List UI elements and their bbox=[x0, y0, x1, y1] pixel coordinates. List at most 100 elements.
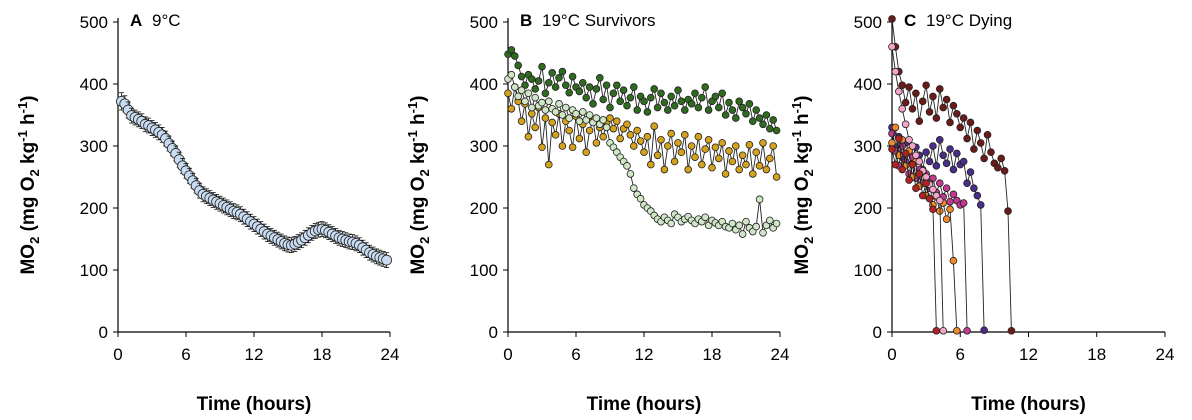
data-point bbox=[595, 74, 604, 82]
data-point bbox=[585, 111, 594, 119]
series bbox=[116, 92, 393, 268]
data-point bbox=[1007, 326, 1016, 335]
data-point bbox=[970, 184, 978, 192]
data-point bbox=[687, 142, 696, 150]
data-point bbox=[524, 132, 533, 141]
data-point bbox=[677, 97, 686, 106]
data-point bbox=[762, 165, 771, 174]
data-point bbox=[942, 215, 951, 223]
data-point bbox=[670, 101, 679, 110]
data-point bbox=[925, 194, 934, 203]
data-point bbox=[510, 52, 519, 60]
data-point bbox=[755, 114, 764, 122]
y-tick-label: 100 bbox=[470, 261, 498, 280]
data-point bbox=[555, 74, 563, 82]
x-axis-title: Time (hours) bbox=[587, 394, 702, 415]
data-point bbox=[929, 205, 937, 214]
data-point bbox=[667, 129, 675, 138]
data-point bbox=[942, 95, 951, 104]
data-point bbox=[714, 103, 723, 112]
data-point bbox=[735, 221, 743, 230]
data-point bbox=[680, 106, 689, 114]
data-point bbox=[697, 93, 706, 102]
data-point bbox=[765, 124, 774, 133]
data-point bbox=[963, 326, 971, 335]
data-point bbox=[932, 114, 941, 122]
data-point bbox=[970, 145, 978, 153]
data-point bbox=[558, 67, 567, 76]
data-point bbox=[643, 132, 652, 141]
data-point bbox=[629, 184, 638, 192]
data-point bbox=[657, 136, 665, 144]
data-point bbox=[541, 89, 550, 98]
data-point bbox=[504, 89, 512, 98]
panel-title: 19°C Dying bbox=[926, 11, 1012, 30]
data-point bbox=[946, 205, 954, 214]
data-point bbox=[922, 179, 930, 188]
data-point bbox=[973, 126, 982, 135]
data-point bbox=[701, 145, 709, 153]
data-point bbox=[507, 105, 516, 113]
data-point bbox=[939, 103, 947, 112]
y-tick-label: 400 bbox=[854, 75, 882, 94]
series bbox=[504, 46, 781, 135]
data-point bbox=[721, 170, 730, 178]
data-point bbox=[527, 75, 536, 83]
data-point bbox=[612, 81, 621, 90]
data-point bbox=[592, 114, 601, 122]
data-point bbox=[558, 111, 567, 119]
data-point bbox=[935, 85, 944, 93]
panel-letter: C bbox=[904, 11, 916, 30]
x-tick-label: 12 bbox=[635, 345, 654, 364]
data-point bbox=[616, 97, 624, 106]
data-point bbox=[517, 86, 526, 94]
data-point bbox=[517, 117, 526, 125]
x-tick-label: 0 bbox=[113, 345, 122, 364]
data-point bbox=[582, 93, 590, 102]
data-point bbox=[1004, 207, 1012, 215]
data-point bbox=[929, 142, 937, 150]
data-point bbox=[912, 89, 920, 98]
data-point bbox=[888, 139, 896, 147]
x-tick-label: 12 bbox=[1019, 345, 1038, 364]
data-point bbox=[963, 179, 971, 188]
x-tick-label: 0 bbox=[503, 345, 512, 364]
data-point bbox=[942, 184, 951, 192]
data-point bbox=[531, 93, 539, 102]
data-point bbox=[953, 149, 961, 158]
data-point bbox=[544, 78, 553, 87]
data-point bbox=[592, 139, 601, 147]
data-point bbox=[949, 190, 958, 199]
data-point bbox=[653, 151, 662, 160]
panel-letter: A bbox=[130, 11, 142, 30]
data-point bbox=[514, 61, 522, 70]
y-tick-label: 500 bbox=[470, 13, 498, 32]
data-point bbox=[745, 140, 754, 149]
series bbox=[888, 134, 941, 335]
data-point bbox=[711, 143, 720, 152]
data-point bbox=[901, 149, 910, 158]
data-point bbox=[599, 116, 607, 124]
y-tick-label: 500 bbox=[854, 13, 882, 32]
data-point bbox=[561, 103, 570, 112]
data-point bbox=[966, 118, 975, 127]
y-tick-label: 0 bbox=[489, 323, 498, 342]
data-point bbox=[956, 123, 965, 132]
data-point bbox=[759, 120, 767, 129]
data-point bbox=[524, 89, 533, 98]
data-point bbox=[728, 106, 737, 114]
data-point bbox=[915, 117, 924, 125]
data-point bbox=[905, 83, 913, 91]
data-point bbox=[721, 111, 730, 119]
data-point bbox=[915, 170, 924, 178]
data-point bbox=[663, 142, 672, 150]
data-point bbox=[901, 98, 910, 107]
data-point bbox=[888, 15, 896, 23]
data-point bbox=[765, 154, 774, 163]
data-point bbox=[646, 93, 655, 102]
data-point bbox=[922, 148, 930, 157]
data-point bbox=[531, 85, 539, 93]
data-point bbox=[738, 103, 747, 112]
data-point bbox=[714, 154, 723, 163]
data-point bbox=[949, 256, 958, 265]
